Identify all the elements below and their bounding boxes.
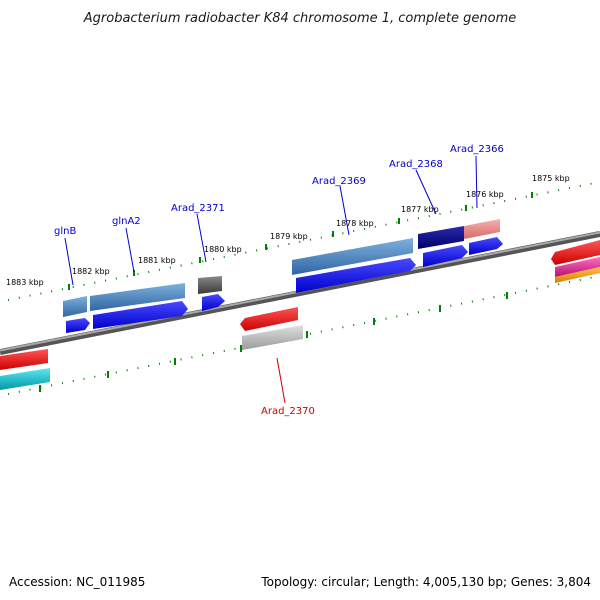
gene-labels: glnB glnA2 Arad_2371 Arad_2369 Arad_2368… (54, 144, 504, 417)
cds-arrow-reverse[interactable] (240, 307, 298, 331)
cds-arrow[interactable] (202, 294, 225, 311)
feature-block[interactable] (292, 238, 413, 275)
feature-block[interactable] (90, 283, 185, 311)
accession-text: Accession: NC_011985 (9, 575, 145, 589)
tick-label: 1875 kbp (532, 174, 570, 183)
tick-label: 1877 kbp (401, 205, 439, 214)
gene-label-glnB[interactable]: glnB (54, 226, 76, 237)
feature-block[interactable] (63, 296, 87, 317)
gene-label-glnA2[interactable]: glnA2 (112, 216, 141, 227)
major-ticks (39, 192, 533, 392)
cds-arrow[interactable] (93, 301, 188, 329)
feature-block[interactable] (555, 267, 600, 283)
cds-arrow[interactable] (66, 318, 90, 333)
feature-block[interactable] (242, 325, 303, 350)
feature-block[interactable] (0, 349, 48, 370)
gene-label-arad-2371[interactable]: Arad_2371 (171, 203, 225, 214)
cds-arrows-forward (66, 237, 600, 333)
gene-label-arad-2370[interactable]: Arad_2370 (261, 406, 315, 417)
cds-arrow[interactable] (551, 240, 600, 265)
feature-block[interactable] (0, 368, 50, 390)
genome-summary-text: Topology: circular; Length: 4,005,130 bp… (260, 575, 591, 589)
tick-label: 1880 kbp (204, 245, 242, 254)
tick-label: 1882 kbp (72, 267, 110, 276)
gene-label-arad-2368[interactable]: Arad_2368 (389, 159, 443, 170)
tick-label: 1879 kbp (270, 232, 308, 241)
cds-arrow[interactable] (469, 237, 503, 255)
tick-label: 1883 kbp (6, 278, 44, 287)
feature-block[interactable] (555, 257, 600, 277)
tick-label: 1881 kbp (138, 256, 176, 265)
map-title: Agrobacterium radiobacter K84 chromosome… (83, 11, 516, 26)
tick-label: 1876 kbp (466, 190, 504, 199)
feature-block[interactable] (464, 219, 500, 239)
feature-track-forward (63, 219, 500, 317)
feature-track-reverse (0, 257, 600, 390)
gene-label-arad-2366[interactable]: Arad_2366 (450, 144, 504, 155)
tick-label: 1878 kbp (336, 219, 374, 228)
gene-label-arad-2369[interactable]: Arad_2369 (312, 176, 366, 187)
feature-block[interactable] (418, 226, 464, 249)
cds-arrow[interactable] (296, 258, 416, 293)
cds-arrow[interactable] (423, 245, 468, 267)
feature-block[interactable] (198, 276, 222, 294)
tick-labels: 1883 kbp 1882 kbp 1881 kbp 1880 kbp 1879… (6, 174, 570, 287)
gene-leaders (64, 155, 478, 404)
